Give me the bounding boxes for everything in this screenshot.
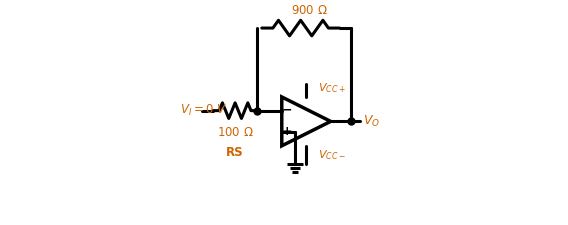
Text: RS: RS [226, 146, 244, 159]
Text: $V_I = 0\ V$: $V_I = 0\ V$ [179, 103, 227, 118]
Text: +: + [281, 124, 292, 137]
Text: $100\ \Omega$: $100\ \Omega$ [216, 126, 253, 139]
Text: $V_O$: $V_O$ [363, 114, 380, 129]
Text: $900\ \Omega$: $900\ \Omega$ [291, 4, 328, 17]
Text: $V_{CC-}$: $V_{CC-}$ [319, 148, 346, 162]
Text: $V_{CC+}$: $V_{CC+}$ [319, 81, 346, 95]
Text: −: − [281, 103, 292, 116]
